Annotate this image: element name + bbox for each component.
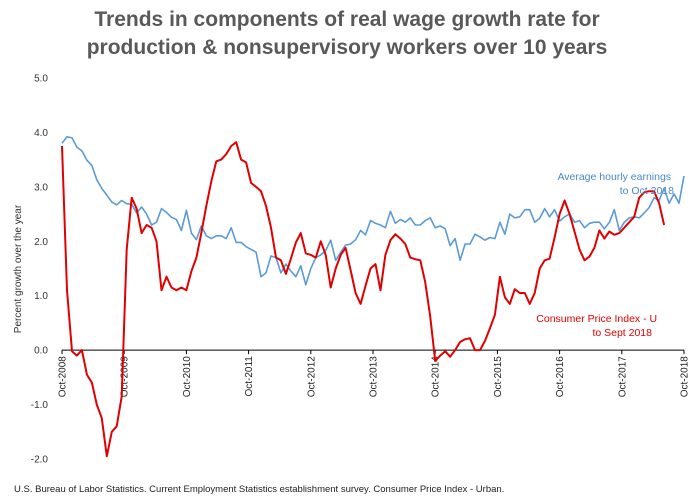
chart-title: Trends in components of real wage growth… — [0, 6, 694, 62]
y-axis-label: Percent growth over the year — [13, 204, 24, 333]
chart-title-line-2: production & nonsupervisory workers over… — [86, 36, 608, 59]
x-tick-label: Oct-2012 — [306, 356, 317, 398]
x-tick-label: Oct-2015 — [493, 356, 504, 398]
cpi-label-line-1: Consumer Price Index - U — [536, 313, 657, 325]
source-note: U.S. Bureau of Labor Statistics. Current… — [14, 484, 505, 495]
y-tick-label: 5.0 — [34, 74, 48, 85]
y-tick-label: 0.0 — [34, 346, 48, 357]
x-axis-ticks: Oct-2008 Oct-2009 Oct-2010 Oct-2011 Oct-2012… — [58, 350, 691, 397]
y-tick-label: 3.0 — [34, 182, 48, 193]
earnings-series-line — [61, 136, 685, 286]
x-tick-label: Oct-2009 — [120, 356, 131, 398]
y-tick-label: -1.0 — [31, 400, 49, 411]
chart-title-line-1: Trends in components of real wage growth… — [94, 8, 600, 31]
x-tick-label: Oct-2011 — [244, 356, 255, 397]
earnings-series-label: Average hourly earnings to Oct 2018 — [557, 171, 674, 197]
series-layer — [61, 136, 685, 458]
x-tick-label: Oct-2014 — [431, 356, 442, 398]
earnings-label-line-2: to Oct 2018 — [620, 185, 674, 197]
line-chart: 5.04.03.02.01.00.0-1.0-2.0 Oct-2008 Oct-2… — [13, 74, 691, 466]
y-axis-ticks: 5.0 4.0 3.0 2.0 1.0 0.0 -1.0 -2.0 — [31, 74, 49, 466]
x-tick-label: Oct-2010 — [182, 356, 193, 398]
x-tick-label: Oct-2018 — [680, 356, 691, 398]
earnings-label-line-1: Average hourly earnings — [557, 171, 671, 183]
x-tick-label: Oct-2016 — [555, 356, 566, 398]
y-tick-label: 1.0 — [34, 291, 48, 302]
cpi-series-line — [61, 141, 666, 458]
x-tick-label: Oct-2008 — [58, 356, 69, 398]
cpi-series-label: Consumer Price Index - U to Sept 2018 — [536, 313, 660, 339]
x-tick-label: Oct-2013 — [369, 356, 380, 398]
x-tick-label: Oct-2017 — [617, 356, 628, 398]
cpi-label-line-2: to Sept 2018 — [592, 327, 652, 339]
y-tick-label: -2.0 — [31, 455, 49, 466]
y-tick-label: 2.0 — [34, 237, 48, 248]
y-tick-label: 4.0 — [34, 128, 48, 139]
